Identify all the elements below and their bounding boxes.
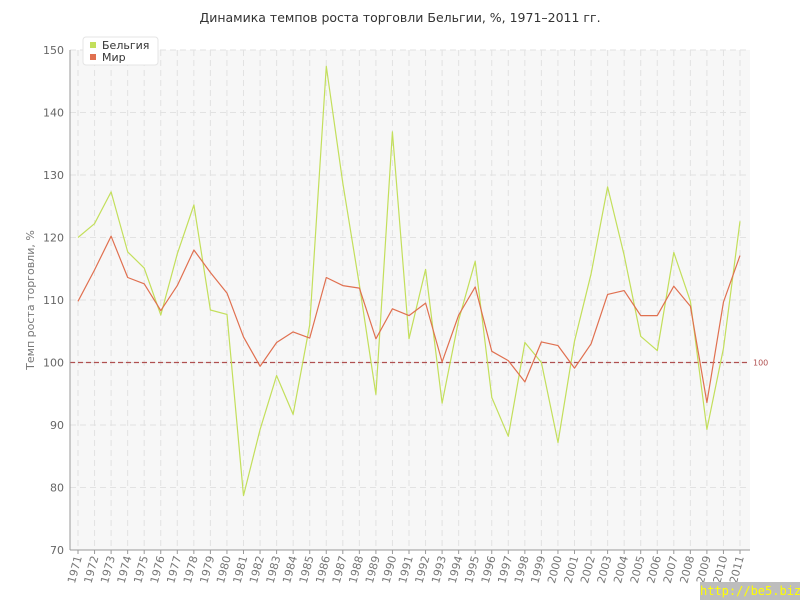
y-tick-label: 80 bbox=[50, 482, 64, 495]
series-group bbox=[77, 65, 741, 497]
reference-line-label: 100 bbox=[753, 359, 768, 368]
x-tick-label: 2011 bbox=[727, 554, 747, 584]
chart-title: Динамика темпов роста торговли Бельгии, … bbox=[199, 10, 600, 25]
y-axis-label: Темп роста торговли, % bbox=[24, 230, 37, 371]
legend-item-label[interactable]: Бельгия bbox=[102, 39, 149, 52]
axes bbox=[69, 50, 750, 554]
legend-swatch bbox=[90, 42, 96, 48]
y-tick-label: 120 bbox=[43, 232, 64, 245]
y-tick-labels: 70 80 90 100 110 120 130 140 150 bbox=[43, 44, 64, 557]
legend-swatch bbox=[90, 54, 96, 60]
y-tick-label: 150 bbox=[43, 44, 64, 57]
y-tick-label: 70 bbox=[50, 544, 64, 557]
x-tick-labels: 1971197219731974197519761977197819791980… bbox=[65, 554, 747, 584]
legend-box bbox=[82, 36, 159, 66]
legend-item-label[interactable]: Мир bbox=[102, 51, 126, 64]
y-tick-label: 140 bbox=[43, 107, 64, 120]
series-line-Бельгия bbox=[77, 65, 741, 497]
y-tick-label: 90 bbox=[50, 419, 64, 432]
watermark[interactable]: http://be5.biz/ bbox=[700, 582, 800, 600]
y-tick-label: 100 bbox=[43, 357, 64, 370]
reference-line-group: 100 bbox=[70, 359, 768, 368]
y-tick-label: 130 bbox=[43, 169, 64, 182]
y-tick-label: 110 bbox=[43, 294, 64, 307]
series-line-Мир bbox=[77, 235, 741, 404]
